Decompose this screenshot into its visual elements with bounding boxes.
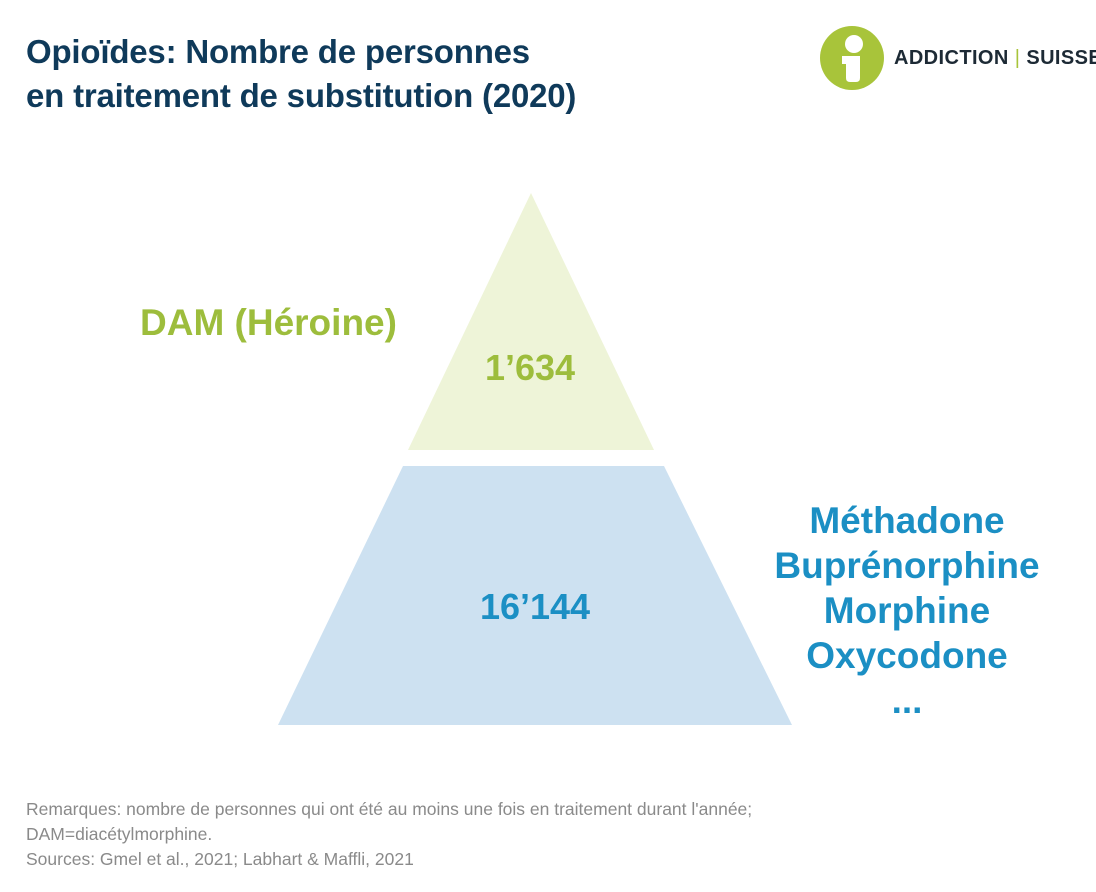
pyramid-bottom-tier: [278, 466, 792, 725]
title-line-2: en traitement de substitution (2020): [26, 77, 577, 114]
pyramid-top-tier: [408, 193, 654, 450]
remarks-line-2: DAM=diacétylmorphine.: [26, 824, 213, 844]
logo-word-addiction: ADDICTION: [894, 47, 1009, 69]
substance-ellipsis: ...: [891, 680, 923, 721]
substance-methadone: Méthadone: [809, 500, 1005, 541]
person-in-circle-icon: [820, 26, 884, 90]
remarks-line-1: Remarques: nombre de personnes qui ont é…: [26, 799, 753, 819]
logo-text: ADDICTION | SUISSE: [894, 45, 1096, 71]
substance-buprenorphine: Buprénorphine: [774, 545, 1040, 586]
footnotes: Remarques: nombre de personnes qui ont é…: [26, 797, 752, 872]
dam-heroine-label: DAM (Héroine): [140, 302, 397, 343]
other-substances-value: 16’144: [479, 586, 591, 627]
substance-list: Méthadone Buprénorphine Morphine Oxycodo…: [742, 498, 1072, 723]
addiction-suisse-logo: ADDICTION | SUISSE: [820, 26, 1096, 90]
substance-oxycodone: Oxycodone: [806, 635, 1008, 676]
logo-separator: |: [1014, 47, 1021, 69]
sources-line: Sources: Gmel et al., 2021; Labhart & Ma…: [26, 849, 414, 869]
logo-word-suisse: SUISSE: [1026, 47, 1096, 69]
page-title: Opioïdes: Nombre de personnes en traitem…: [26, 30, 576, 118]
substance-morphine: Morphine: [823, 590, 991, 631]
dam-value: 1’634: [484, 347, 576, 388]
title-line-1: Opioïdes: Nombre de personnes: [26, 33, 530, 70]
